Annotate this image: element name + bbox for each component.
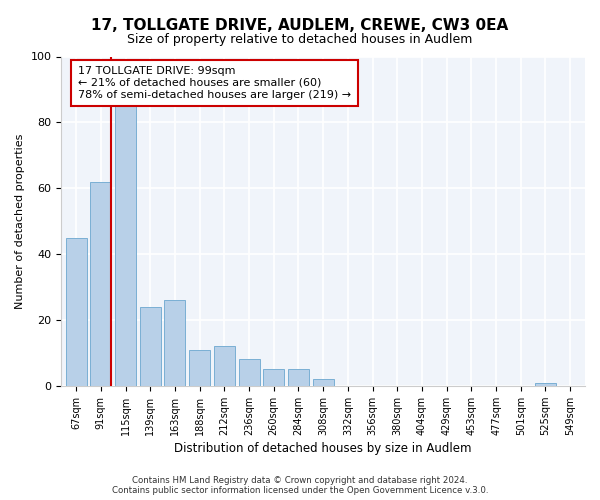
Bar (313, 379, 334, 386)
Bar (65, 238, 86, 386)
Bar (239, 360, 260, 386)
Bar (189, 350, 210, 386)
Text: Size of property relative to detached houses in Audlem: Size of property relative to detached ho… (127, 32, 473, 46)
Y-axis label: Number of detached properties: Number of detached properties (15, 134, 25, 309)
Bar (164, 300, 185, 386)
Bar (115, 106, 136, 386)
Bar (140, 307, 161, 386)
Bar (91, 182, 112, 386)
Text: Contains HM Land Registry data © Crown copyright and database right 2024.
Contai: Contains HM Land Registry data © Crown c… (112, 476, 488, 495)
Bar (214, 346, 235, 386)
Bar (288, 370, 309, 386)
X-axis label: Distribution of detached houses by size in Audlem: Distribution of detached houses by size … (175, 442, 472, 455)
Text: 17, TOLLGATE DRIVE, AUDLEM, CREWE, CW3 0EA: 17, TOLLGATE DRIVE, AUDLEM, CREWE, CW3 0… (91, 18, 509, 32)
Bar (263, 370, 284, 386)
Bar (535, 382, 556, 386)
Text: 17 TOLLGATE DRIVE: 99sqm
← 21% of detached houses are smaller (60)
78% of semi-d: 17 TOLLGATE DRIVE: 99sqm ← 21% of detach… (78, 66, 351, 100)
